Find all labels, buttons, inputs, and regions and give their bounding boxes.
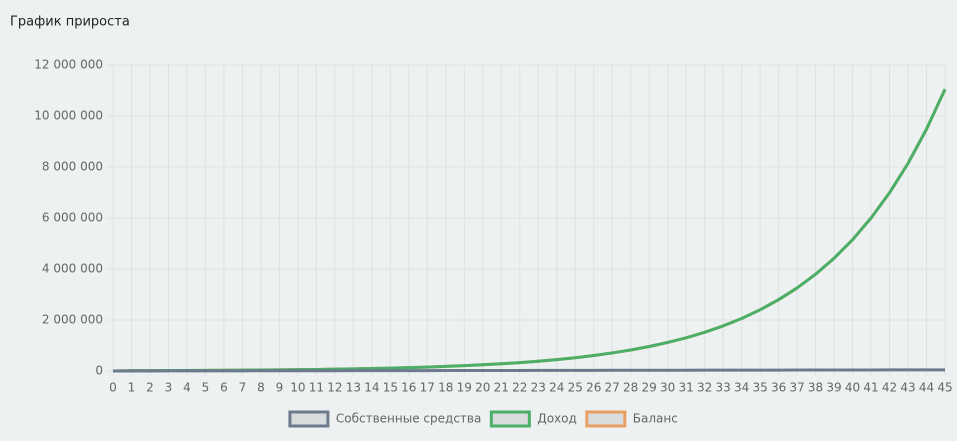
x-tick-label: 5 [202, 381, 210, 395]
x-tick-label: 7 [239, 381, 247, 395]
x-tick-label: 35 [752, 381, 767, 395]
chart-title: График прироста [10, 15, 130, 30]
series-line [112, 368, 946, 373]
x-tick-label: 42 [882, 381, 897, 395]
x-tick-label: 31 [679, 381, 694, 395]
y-tick-label: 4 000 000 [42, 262, 103, 276]
y-tick-label: 12 000 000 [34, 58, 103, 72]
x-tick-label: 19 [457, 381, 472, 395]
x-tick-label: 41 [863, 381, 878, 395]
x-tick-label: 16 [401, 381, 416, 395]
x-tick-label: 9 [276, 381, 284, 395]
x-tick-label: 45 [937, 381, 952, 395]
x-tick-label: 13 [346, 381, 361, 395]
x-tick-label: 28 [623, 381, 638, 395]
x-tick-label: 33 [715, 381, 730, 395]
legend-label[interactable]: Баланс [633, 412, 678, 426]
y-tick-label: 0 [95, 364, 103, 378]
x-tick-label: 8 [257, 381, 265, 395]
x-tick-label: 4 [183, 381, 191, 395]
x-tick-label: 14 [364, 381, 379, 395]
x-tick-label: 11 [309, 381, 324, 395]
x-tick-label: 24 [549, 381, 564, 395]
x-tick-label: 22 [512, 381, 527, 395]
x-tick-label: 18 [438, 381, 453, 395]
y-tick-label: 8 000 000 [42, 160, 103, 174]
x-tick-label: 2 [146, 381, 154, 395]
x-tick-label: 26 [586, 381, 601, 395]
x-tick-label: 43 [900, 381, 915, 395]
x-tick-label: 40 [845, 381, 860, 395]
x-tick-label: 0 [109, 381, 117, 395]
y-tick-label: 2 000 000 [42, 313, 103, 327]
x-tick-label: 21 [494, 381, 509, 395]
x-tick-label: 29 [642, 381, 657, 395]
y-tick-label: 10 000 000 [34, 109, 103, 123]
x-tick-label: 3 [165, 381, 173, 395]
x-tick-label: 6 [220, 381, 228, 395]
x-tick-label: 36 [771, 381, 786, 395]
x-tick-label: 1 [128, 381, 136, 395]
x-tick-label: 23 [531, 381, 546, 395]
x-tick-label: 10 [290, 381, 305, 395]
x-tick-label: 37 [789, 381, 804, 395]
legend-label[interactable]: Доход [537, 412, 576, 426]
x-tick-label: 39 [826, 381, 841, 395]
x-tick-label: 32 [697, 381, 712, 395]
x-tick-label: 34 [734, 381, 749, 395]
x-tick-label: 30 [660, 381, 675, 395]
legend-label[interactable]: Собственные средства [336, 412, 481, 426]
x-tick-label: 44 [919, 381, 934, 395]
x-tick-label: 38 [808, 381, 823, 395]
x-tick-label: 15 [383, 381, 398, 395]
x-tick-label: 27 [605, 381, 620, 395]
legend-swatch[interactable] [288, 410, 330, 428]
y-tick-label: 6 000 000 [42, 211, 103, 225]
legend-swatch[interactable] [585, 410, 627, 428]
x-tick-label: 25 [568, 381, 583, 395]
legend-swatch[interactable] [489, 410, 531, 428]
x-tick-label: 20 [475, 381, 490, 395]
x-tick-label: 12 [327, 381, 342, 395]
x-tick-label: 17 [420, 381, 435, 395]
